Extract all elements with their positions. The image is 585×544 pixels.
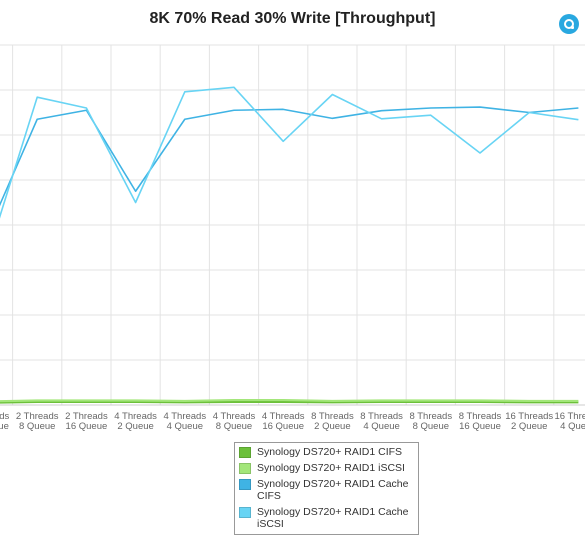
x-tick-label: 16 Threads	[554, 411, 585, 422]
legend-item[interactable]: Synology DS720+ RAID1 iSCSI	[239, 462, 414, 474]
x-tick-label: 2 Queue	[314, 421, 350, 432]
x-tick-label: 8 Threads	[409, 411, 452, 422]
series-line-2	[0, 398, 579, 403]
chart-title: 8K 70% Read 30% Write [Throughput]	[149, 10, 436, 27]
legend-swatch	[239, 507, 251, 518]
legend-label: Synology DS720+ RAID1 CIFS	[257, 446, 403, 458]
legend: Synology DS720+ RAID1 CIFS Synology DS72…	[234, 442, 419, 535]
x-tick-label: 4 Queue	[560, 421, 585, 432]
x-tick-label: 16 Queue	[0, 421, 9, 432]
legend-swatch	[239, 479, 251, 490]
x-tick-label: 8 Queue	[19, 421, 55, 432]
x-tick-label: 8 Threads	[459, 411, 502, 422]
x-tick-label: 4 Threads	[262, 411, 305, 422]
x-tick-label: 1 Threads	[0, 411, 10, 422]
x-tick-label: 2 Threads	[16, 411, 59, 422]
legend-item[interactable]: Synology DS720+ RAID1 Cache iSCSI	[239, 506, 414, 530]
series-line-1	[0, 400, 579, 404]
series-lines	[0, 86, 579, 404]
x-tick-label: 8 Queue	[216, 421, 252, 432]
legend-label: Synology DS720+ RAID1 Cache CIFS	[257, 478, 409, 502]
x-tick-label: 4 Threads	[114, 411, 157, 422]
x-tick-label: 4 Queue	[363, 421, 399, 432]
x-tick-label: 16 Queue	[66, 421, 108, 432]
legend-label: Synology DS720+ RAID1 iSCSI	[257, 462, 405, 474]
x-tick-label: 2 Queue	[511, 421, 547, 432]
x-tick-label: 4 Threads	[163, 411, 206, 422]
legend-swatch	[239, 447, 251, 458]
x-tick-label: 4 Threads	[213, 411, 256, 422]
x-tick-label: 16 Queue	[459, 421, 501, 432]
legend-label: Synology DS720+ RAID1 Cache iSCSI	[257, 506, 409, 530]
chart-grid	[0, 44, 585, 406]
x-tick-label: 8 Threads	[311, 411, 354, 422]
x-tick-label: 2 Threads	[65, 411, 108, 422]
legend-item[interactable]: Synology DS720+ RAID1 CIFS	[239, 446, 414, 458]
legend-swatch	[239, 463, 251, 474]
x-tick-label: 8 Queue	[413, 421, 449, 432]
x-tick-label: 16 Queue	[262, 421, 304, 432]
x-tick-label: 4 Queue	[167, 421, 203, 432]
info-icon[interactable]	[559, 14, 579, 34]
series-line-4	[0, 86, 579, 219]
x-tick-label: 16 Threads	[505, 411, 553, 422]
x-tick-label: 8 Threads	[360, 411, 403, 422]
x-tick-label: 2 Queue	[117, 421, 153, 432]
legend-item[interactable]: Synology DS720+ RAID1 Cache CIFS	[239, 478, 414, 502]
series-line-3	[0, 106, 579, 207]
